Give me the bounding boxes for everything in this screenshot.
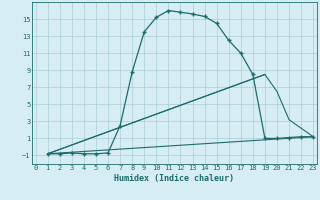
X-axis label: Humidex (Indice chaleur): Humidex (Indice chaleur)	[115, 174, 234, 183]
